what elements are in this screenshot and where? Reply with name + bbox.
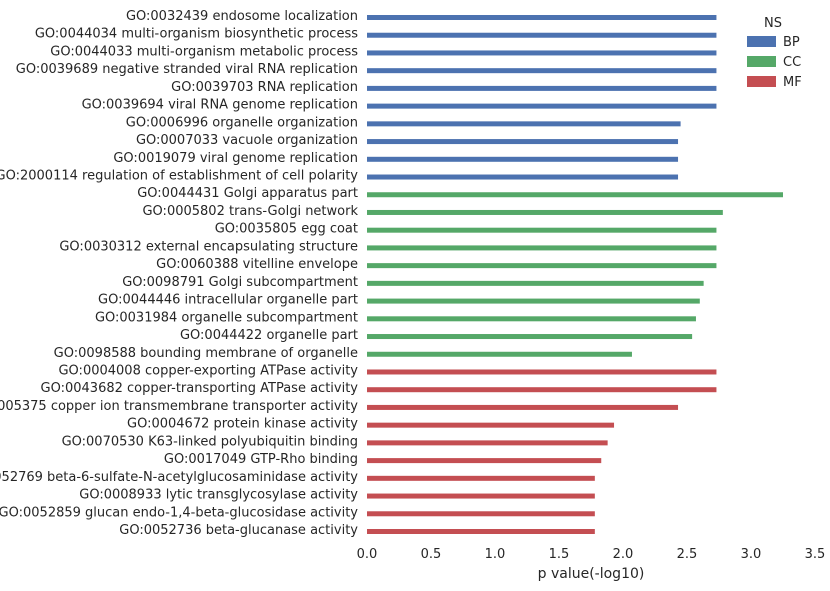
category-label: GO:0004008 copper-exporting ATPase activ…: [58, 363, 358, 378]
bar-cc: [367, 245, 717, 251]
bar-bp: [367, 139, 679, 145]
category-label: GO:0052736 beta-glucanase activity: [119, 523, 358, 538]
category-label: GO:0008933 lytic transglycosylase activi…: [79, 488, 358, 503]
bar-cc: [367, 227, 717, 233]
bar-bp: [367, 121, 681, 127]
category-label: GO:0098791 Golgi subcompartment: [122, 275, 358, 290]
category-labels: GO:0032439 endosome localization GO:00440…: [0, 9, 358, 538]
category-label: GO:0031984 organelle subcompartment: [95, 310, 358, 325]
category-label: GO:0098588 bounding membrane of organell…: [54, 346, 358, 361]
bar-bp: [367, 15, 717, 20]
x-axis-ticks: 0.0 0.5 1.0 1.5 2.0 2.5 3.0 3.5: [357, 547, 826, 562]
bar-bp: [367, 174, 679, 180]
legend-swatch-cc: [747, 56, 776, 67]
x-tick-label: 0.5: [421, 547, 442, 562]
legend-label-bp: BP: [783, 35, 800, 50]
category-label: GO:0070530 K63-linked polyubiquitin bind…: [62, 434, 358, 449]
bar-mf: [367, 422, 615, 428]
bar-mf: [367, 458, 602, 464]
x-tick-label: 3.0: [741, 547, 762, 562]
x-tick-label: 1.5: [549, 547, 570, 562]
bar-bp: [367, 32, 717, 38]
category-label: GO:0043682 copper-transporting ATPase ac…: [41, 381, 359, 396]
bar-cc: [367, 209, 723, 215]
bar-bp: [367, 85, 717, 91]
category-label: GO:0060388 vitelline envelope: [156, 257, 358, 272]
category-label: GO:0032439 endosome localization: [126, 9, 358, 24]
category-label: GO:0006996 organelle organization: [126, 115, 358, 130]
category-label: GO:0044034 multi-organism biosynthetic p…: [35, 27, 358, 42]
category-label: GO:0052769 beta-6-sulfate-N-acetylglucos…: [0, 470, 358, 485]
category-label: GO:0004672 protein kinase activity: [127, 417, 358, 432]
bar-cc: [367, 280, 704, 286]
legend-label-cc: CC: [783, 55, 801, 70]
bar-mf: [367, 369, 717, 375]
category-label: GO:0005802 trans-Golgi network: [142, 204, 358, 219]
category-label: GO:0039694 viral RNA genome replication: [82, 98, 358, 113]
legend-entries: BP CC MF: [747, 35, 802, 90]
category-label: GO:0052859 glucan endo-1,4-beta-glucosid…: [0, 505, 358, 520]
bar-cc: [367, 263, 717, 269]
category-label: GO:0044422 organelle part: [180, 328, 358, 343]
x-axis-label: p value(-log10): [538, 566, 645, 582]
x-tick-label: 2.0: [613, 547, 634, 562]
legend-title: NS: [764, 16, 782, 31]
category-label: GO:0044446 intracellular organelle part: [98, 293, 358, 308]
bar-mf: [367, 475, 595, 481]
category-label: GO:0044431 Golgi apparatus part: [137, 186, 358, 201]
category-label: GO:0030312 external encapsulating struct…: [59, 239, 358, 254]
legend-swatch-mf: [747, 76, 776, 87]
bar-bp: [367, 103, 717, 109]
category-label: GO:0044033 multi-organism metabolic proc…: [50, 44, 358, 59]
bar-mf: [367, 511, 595, 517]
bar-cc: [367, 351, 632, 357]
bar-bp: [367, 68, 717, 74]
bar-bp: [367, 50, 717, 56]
bar-cc: [367, 298, 700, 304]
bar-mf: [367, 404, 679, 410]
bar-cc: [367, 334, 693, 340]
bars: [367, 15, 783, 534]
bar-mf: [367, 529, 595, 534]
category-label: GO:0005375 copper ion transmembrane tran…: [0, 399, 358, 414]
legend-label-mf: MF: [783, 75, 802, 90]
legend-swatch-bp: [747, 36, 776, 47]
bar-cc: [367, 192, 783, 198]
x-tick-label: 0.0: [357, 547, 378, 562]
category-label: GO:0039703 RNA replication: [171, 80, 358, 95]
bar-cc: [367, 316, 696, 322]
x-tick-label: 3.5: [805, 547, 826, 562]
legend: NS BP CC MF: [747, 16, 802, 90]
category-label: GO:0007033 vacuole organization: [136, 133, 358, 148]
x-tick-label: 1.0: [485, 547, 506, 562]
category-label: GO:2000114 regulation of establishment o…: [0, 169, 358, 184]
bar-mf: [367, 493, 595, 499]
category-label: GO:0039689 negative stranded viral RNA r…: [16, 62, 358, 77]
bar-mf: [367, 440, 608, 446]
x-tick-label: 2.5: [677, 547, 698, 562]
category-label: GO:0019079 viral genome replication: [113, 151, 358, 166]
category-label: GO:0035805 egg coat: [215, 222, 358, 237]
category-label: GO:0017049 GTP-Rho binding: [164, 452, 358, 467]
bar-mf: [367, 387, 717, 393]
bar-bp: [367, 156, 679, 162]
